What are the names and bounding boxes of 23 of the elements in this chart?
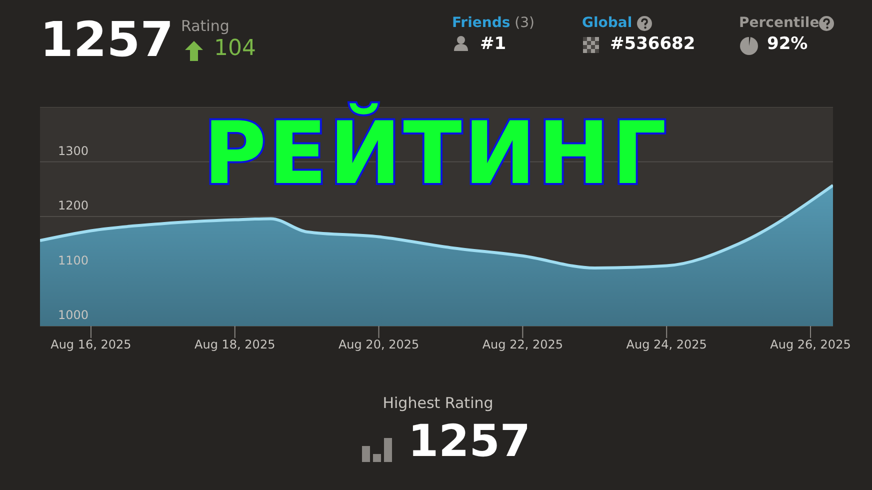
y-tick-label: 1200 [58, 198, 89, 212]
text: (3) [514, 15, 534, 31]
x-tick-label: Aug 20, 2025 [338, 338, 420, 352]
text: 1257 [40, 12, 174, 68]
chart-title: РЕЙТИНГ [203, 104, 669, 204]
text: Friends [452, 15, 510, 31]
y-tick-label: 1300 [58, 144, 89, 158]
text: Highest Rating [382, 394, 494, 412]
text: Global [582, 15, 632, 31]
text: 104 [214, 36, 256, 61]
text: 1257 [408, 416, 530, 467]
x-tick-label: Aug 16, 2025 [50, 338, 132, 352]
x-tick-label: Aug 22, 2025 [482, 338, 564, 352]
y-tick-label: 1000 [58, 308, 89, 322]
text: Rating [181, 17, 230, 35]
y-tick-label: 1100 [58, 253, 89, 268]
x-tick-label: Aug 26, 2025 [770, 338, 851, 352]
x-tick-label: Aug 18, 2025 [194, 338, 276, 352]
text: #536682 [610, 34, 696, 54]
text: Percentile [739, 15, 820, 31]
text: 92% [767, 34, 808, 54]
x-tick-label: Aug 24, 2025 [626, 338, 707, 352]
text: #1 [480, 34, 506, 54]
